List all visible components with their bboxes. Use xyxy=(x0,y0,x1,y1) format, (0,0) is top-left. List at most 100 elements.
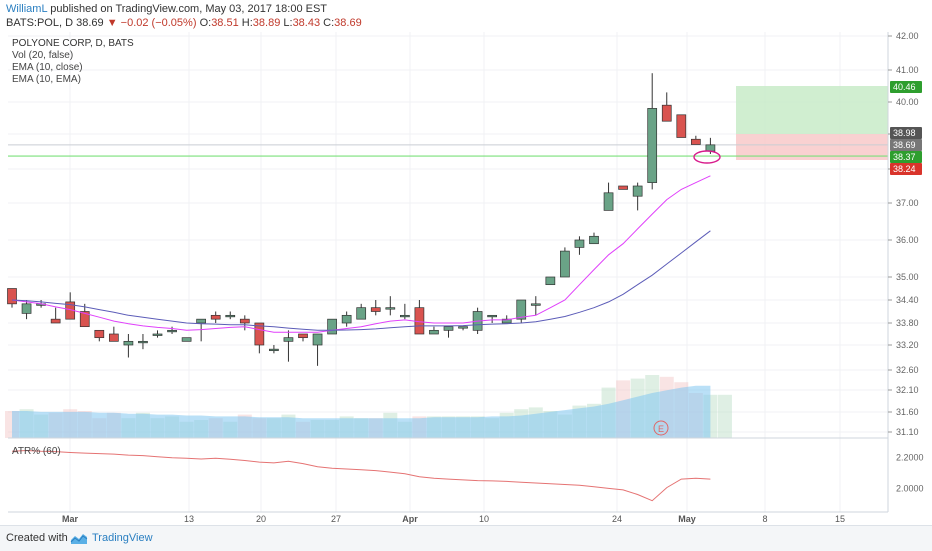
profit-target-zone[interactable] xyxy=(736,86,888,134)
down-arrow-icon: ▼ xyxy=(106,17,118,29)
candle xyxy=(210,311,221,323)
price-tick-label: 33.20 xyxy=(896,340,919,350)
time-tick-label: Apr xyxy=(402,514,418,524)
chart-header: WilliamL published on TradingView.com, M… xyxy=(0,0,932,32)
price-tick-label: 42.00 xyxy=(896,32,919,41)
price-flag: 38.24 xyxy=(890,163,922,175)
candle xyxy=(341,311,352,327)
candle xyxy=(50,307,61,324)
atr-line xyxy=(11,449,711,502)
time-tick-label: 13 xyxy=(184,514,194,524)
candle xyxy=(545,276,556,286)
candle xyxy=(65,292,76,320)
candle xyxy=(400,303,410,320)
low-label: L: xyxy=(283,17,293,29)
chart-canvas[interactable]: E 42.0041.0040.0039.0038.0037.0036.0035.… xyxy=(0,32,932,525)
candle xyxy=(516,299,527,323)
time-axis[interactable]: Mar 13 20 27 Apr 10 24 May 8 15 xyxy=(62,514,845,524)
chart-legend: POLYONE CORP, D, BATS Vol (20, false) EM… xyxy=(12,38,134,85)
time-tick-label: May xyxy=(678,514,696,524)
price-flag: 38.37 xyxy=(890,151,922,163)
candle xyxy=(94,329,105,342)
high-value: 38.89 xyxy=(252,17,281,29)
candle xyxy=(560,247,570,278)
ema-ema-line xyxy=(11,230,711,331)
low-value: 38.43 xyxy=(292,17,321,29)
price-flag: 40.46 xyxy=(890,81,922,93)
candle xyxy=(618,185,628,190)
publish-line: WilliamL published on TradingView.com, M… xyxy=(6,3,327,15)
time-tick-label: 8 xyxy=(762,514,767,524)
candle xyxy=(458,326,468,331)
legend-ema-ema: EMA (10, EMA) xyxy=(12,74,81,85)
price-tick-label: 34.40 xyxy=(896,295,919,305)
atr-axis[interactable]: 2.2000 2.0000 xyxy=(896,452,924,493)
candle xyxy=(181,337,192,342)
footer-bar: Created with TradingView xyxy=(0,525,932,551)
price-tick-label: 32.10 xyxy=(896,385,919,395)
last-price: 38.69 xyxy=(76,17,104,29)
candle xyxy=(443,326,454,338)
candle xyxy=(603,182,614,211)
price-tick-label: 36.00 xyxy=(896,235,919,245)
candle xyxy=(7,288,17,308)
close-label: C: xyxy=(323,17,335,29)
candle xyxy=(501,315,512,324)
atr-legend: ATR% (60) xyxy=(12,446,61,457)
svg-text:38.98: 38.98 xyxy=(893,128,916,138)
svg-text:38.37: 38.37 xyxy=(893,152,916,162)
svg-text:38.69: 38.69 xyxy=(893,140,916,150)
candle xyxy=(327,318,337,335)
candle xyxy=(138,334,148,350)
price-flag: 38.98 xyxy=(890,127,922,139)
tradingview-link[interactable]: TradingView xyxy=(92,532,153,544)
legend-title: POLYONE CORP, D, BATS xyxy=(12,38,134,49)
open-value: 38.51 xyxy=(211,17,239,29)
earnings-marker-label: E xyxy=(658,424,664,434)
open-label: O: xyxy=(199,17,212,29)
candle xyxy=(385,296,396,316)
author-name[interactable]: WilliamL xyxy=(6,3,48,15)
price-tick-label: 31.10 xyxy=(896,427,919,437)
time-tick-label: 24 xyxy=(612,514,622,524)
svg-text:40.46: 40.46 xyxy=(893,82,916,92)
price-tick-label: 33.80 xyxy=(896,318,919,328)
price-labels: 40.46 38.98 38.69 38.37 38.24 xyxy=(890,81,922,175)
svg-text:38.24: 38.24 xyxy=(893,164,916,174)
candle xyxy=(196,318,206,342)
atr-tick-label: 2.0000 xyxy=(896,483,924,493)
price-change: −0.02 (−0.05%) xyxy=(120,17,197,29)
candlesticks xyxy=(7,73,716,366)
candle xyxy=(152,330,163,338)
time-tick-label: 15 xyxy=(835,514,845,524)
candle xyxy=(487,314,497,323)
price-tick-label: 41.00 xyxy=(896,65,919,75)
time-tick-label: Mar xyxy=(62,514,79,524)
candle xyxy=(632,182,643,211)
candle xyxy=(414,300,425,335)
time-tick-label: 10 xyxy=(479,514,489,524)
price-flag: 38.69 xyxy=(890,139,922,151)
ema-close-line xyxy=(11,175,711,333)
candle xyxy=(239,315,250,331)
created-with-label: Created with xyxy=(6,532,68,544)
time-tick-label: 27 xyxy=(331,514,341,524)
legend-volume: Vol (20, false) xyxy=(12,50,73,61)
price-tick-label: 32.60 xyxy=(896,365,919,375)
legend-ema-close: EMA (10, close) xyxy=(12,62,83,73)
candle xyxy=(370,300,381,316)
candle xyxy=(123,334,134,358)
volume-ma-area xyxy=(12,385,711,438)
candle xyxy=(356,303,367,320)
tradingview-logo-icon[interactable] xyxy=(70,531,88,545)
candle xyxy=(283,330,294,362)
price-tick-label: 37.00 xyxy=(896,198,919,208)
earnings-marker[interactable]: E xyxy=(653,420,669,436)
candle xyxy=(647,73,658,190)
candle xyxy=(574,236,585,255)
candle xyxy=(676,114,687,138)
candle xyxy=(108,326,119,342)
candle xyxy=(254,322,265,354)
candle xyxy=(167,326,177,334)
price-tick-label: 35.00 xyxy=(896,272,919,282)
